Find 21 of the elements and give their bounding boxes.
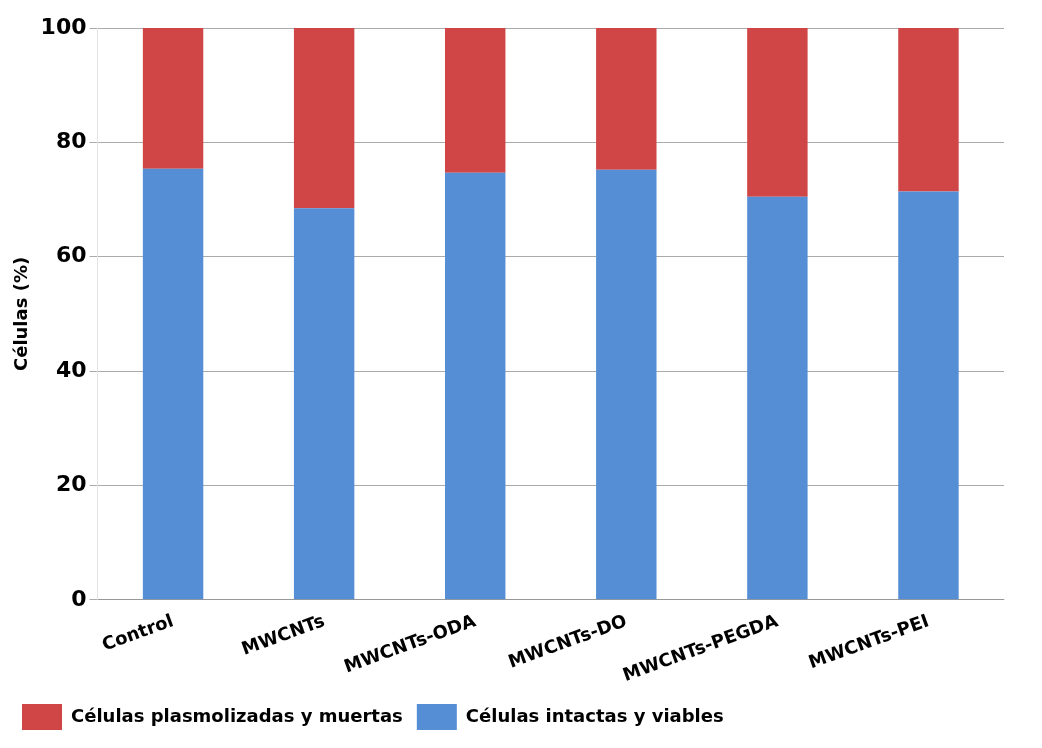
bar xyxy=(747,28,808,197)
y-tick-label: 80 xyxy=(55,128,87,154)
bar xyxy=(293,208,355,600)
bar xyxy=(898,28,959,192)
bar xyxy=(898,191,959,600)
bar xyxy=(142,28,204,169)
bar xyxy=(445,172,506,600)
legend-label: Células plasmolizadas y muertas xyxy=(71,704,403,726)
bar xyxy=(596,28,657,170)
bar xyxy=(596,169,657,600)
legend-label: Células intactas y viables xyxy=(465,704,724,726)
y-tick-label: 40 xyxy=(55,356,87,382)
bar xyxy=(142,168,204,600)
y-tick-label: 0 xyxy=(71,585,87,611)
y-tick-label: 100 xyxy=(40,13,87,39)
bar xyxy=(445,28,506,173)
bar xyxy=(293,28,355,209)
y-tick-label: 60 xyxy=(55,242,87,268)
bar xyxy=(747,196,808,600)
y-tick-label: 20 xyxy=(55,471,87,497)
y-axis-title: Células (%) xyxy=(10,256,32,372)
